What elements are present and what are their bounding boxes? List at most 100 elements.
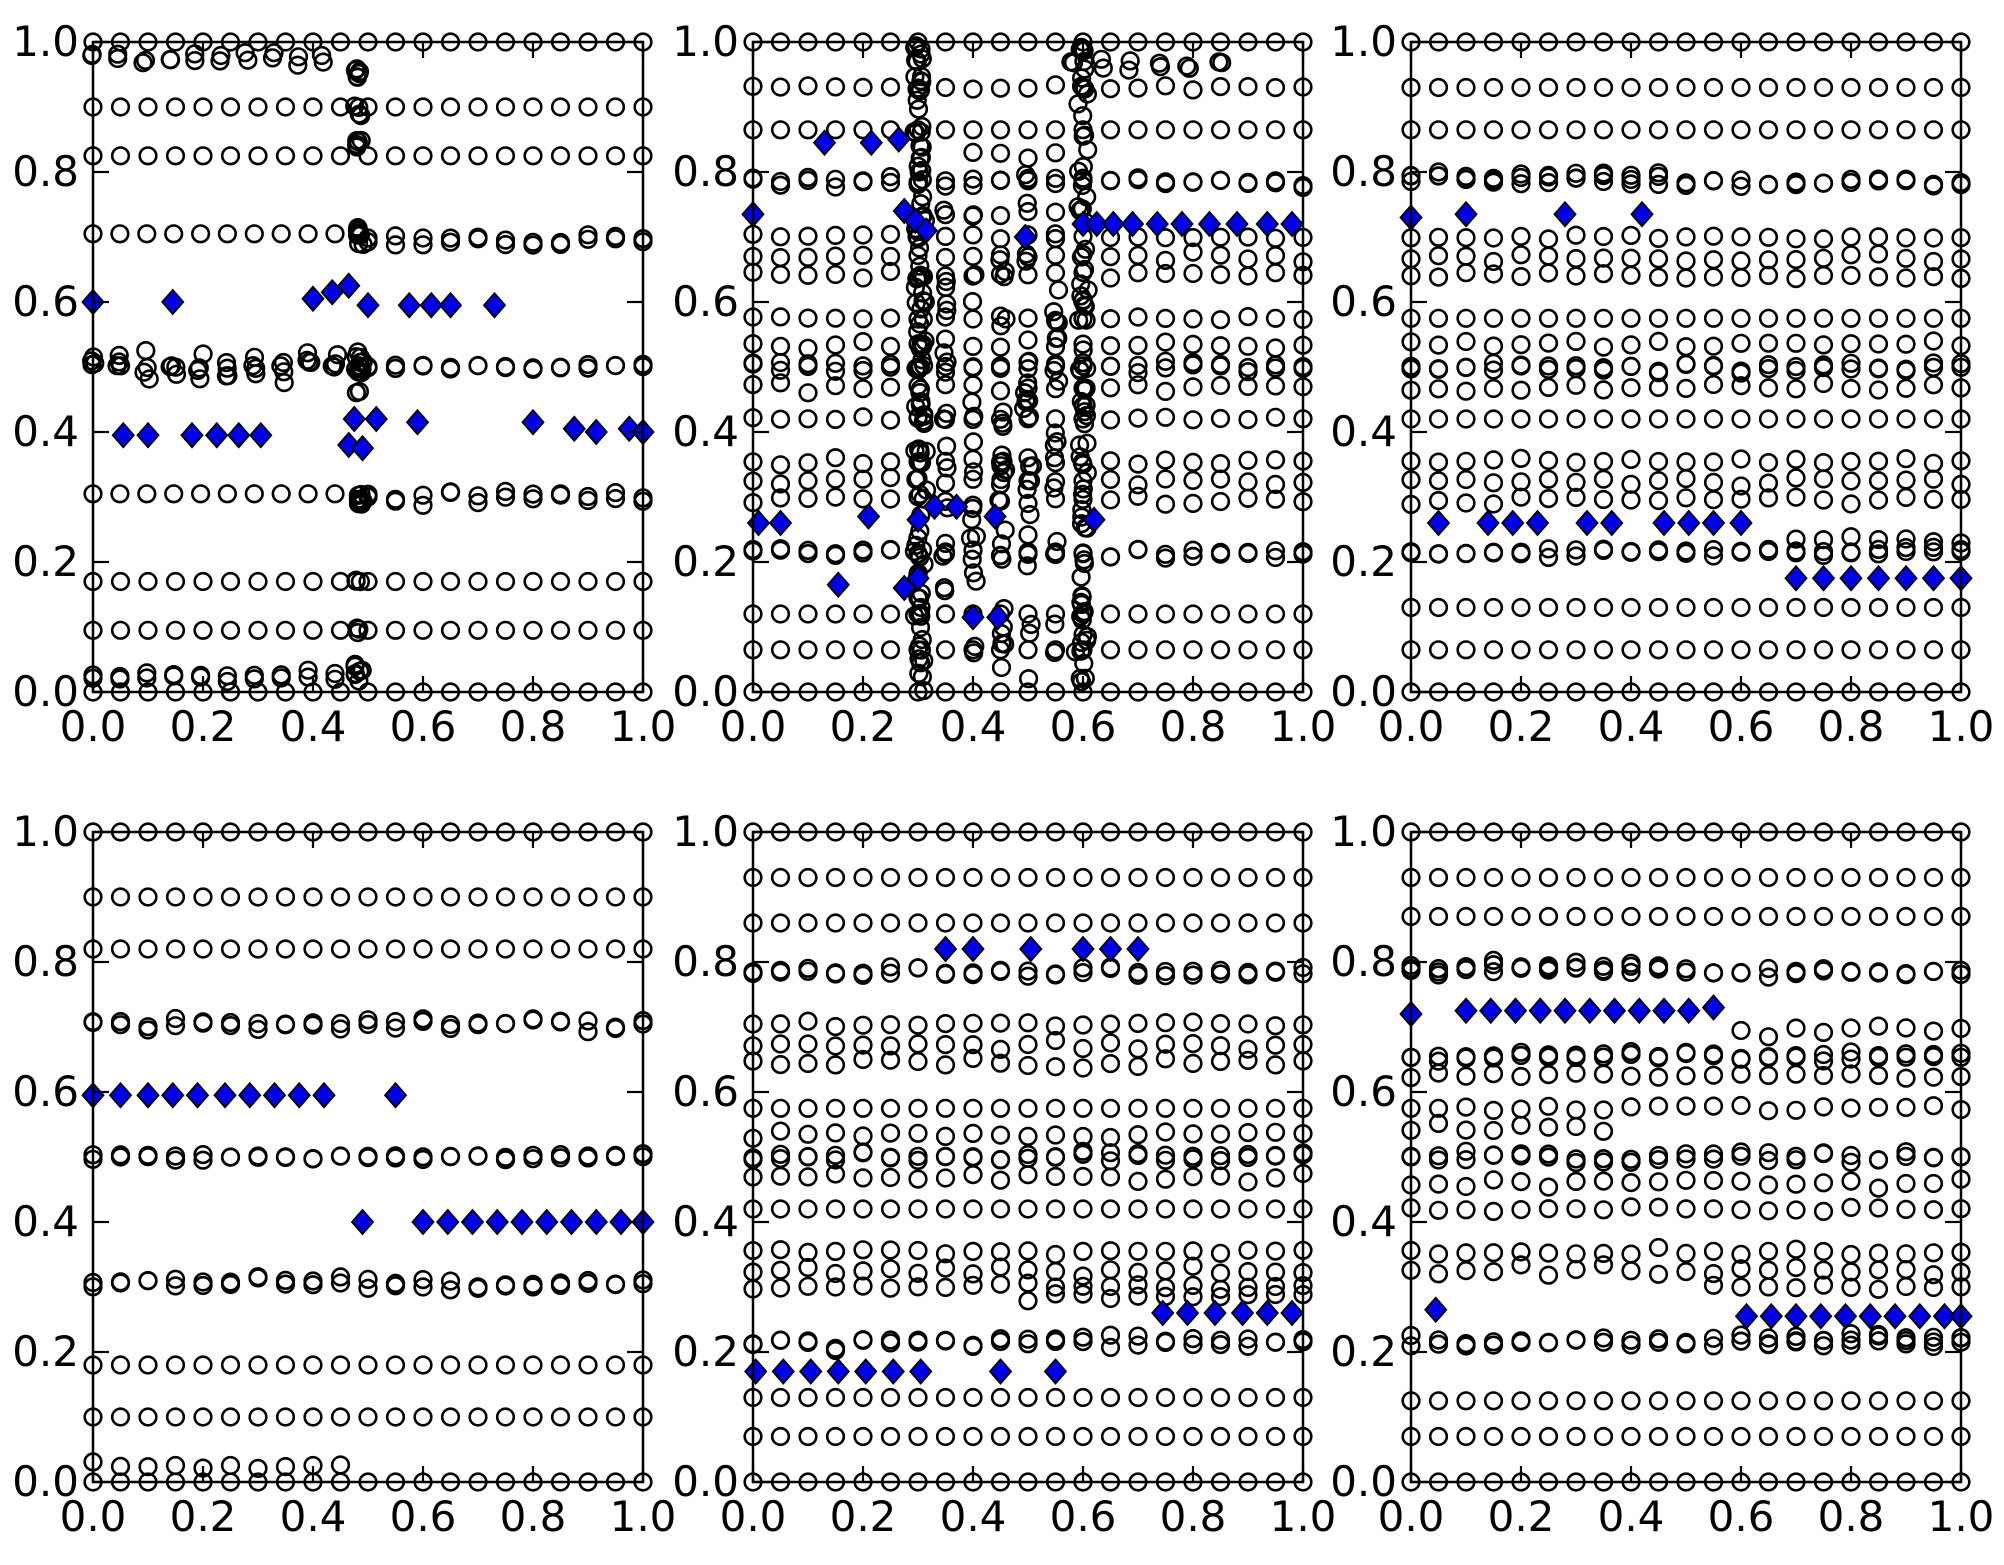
- y-tick-label: 0.6: [12, 1067, 79, 1116]
- y-tick-label: 0.4: [672, 407, 739, 456]
- x-tick-label: 1.0: [609, 702, 677, 751]
- x-tick-label: 0.8: [1159, 1492, 1227, 1541]
- x-tick-label: 0.0: [719, 1492, 787, 1541]
- subplot-top-right: 0.0 0.2 0.4 0.6 0.8 1.0 0.0 0.2 0.4 0.6 0.8 1.0: [1330, 21, 1994, 748]
- y-tick-label: 0.2: [672, 1327, 739, 1376]
- tick-marks: [1409, 830, 1963, 1484]
- x-tick-label: 0.0: [1377, 1492, 1445, 1541]
- y-tick-label: 0.6: [1330, 1067, 1397, 1116]
- axes-frame: [1409, 40, 1963, 694]
- y-tick-label: 1.0: [1330, 17, 1397, 66]
- circle-markers: [82, 32, 653, 702]
- y-tick-label: 0.2: [12, 1327, 79, 1376]
- scatter-canvas-5: [743, 822, 1313, 1492]
- scatter-canvas-1: [81, 32, 655, 702]
- y-tick-label: 0.0: [672, 667, 739, 716]
- x-tick-label: 0.6: [1707, 1492, 1775, 1541]
- y-tick-label: 0.4: [12, 1197, 79, 1246]
- y-tick-label: 0.0: [672, 1457, 739, 1506]
- y-tick-label: 0.6: [1330, 277, 1397, 326]
- tick-marks: [91, 830, 645, 1484]
- x-tick-label: 0.2: [829, 1492, 897, 1541]
- circle-markers: [743, 32, 1313, 702]
- circle-markers: [743, 822, 1313, 1492]
- x-tick-label: 0.0: [1377, 702, 1445, 751]
- diamond-markers: [1399, 200, 1973, 592]
- y-tick-label: 0.0: [12, 667, 79, 716]
- x-tick-label: 0.0: [59, 702, 127, 751]
- tick-marks: [1409, 40, 1963, 694]
- x-tick-label: 1.0: [1269, 702, 1337, 751]
- scatter-canvas-2: [741, 32, 1313, 702]
- scatter-canvas-4: [81, 822, 655, 1492]
- y-tick-label: 0.8: [1330, 937, 1397, 986]
- subplot-bottom-left: 0.0 0.2 0.4 0.6 0.8 1.0 0.0 0.2 0.4 0.6 0.8 1.0: [12, 811, 676, 1538]
- diamond-markers: [741, 126, 1304, 631]
- x-tick-label: 1.0: [1269, 1492, 1337, 1541]
- y-tick-label: 0.8: [1330, 147, 1397, 196]
- x-tick-label: 0.8: [1159, 702, 1227, 751]
- tick-marks: [751, 830, 1305, 1484]
- x-tick-label: 0.6: [389, 1492, 457, 1541]
- x-tick-label: 0.4: [279, 1492, 347, 1541]
- y-tick-label: 0.2: [1330, 537, 1397, 586]
- y-tick-label: 0.6: [12, 277, 79, 326]
- diamond-markers: [744, 935, 1304, 1385]
- diamond-markers: [81, 272, 655, 462]
- y-tick-label: 1.0: [1330, 807, 1397, 856]
- y-tick-label: 0.8: [12, 147, 79, 196]
- axes-frame: [91, 830, 645, 1484]
- y-tick-label: 0.6: [672, 1067, 739, 1116]
- x-tick-label: 0.8: [1817, 1492, 1885, 1541]
- x-tick-label: 0.0: [59, 1492, 127, 1541]
- axes-frame: [1409, 830, 1963, 1484]
- scatter-canvas-6: [1399, 822, 1973, 1492]
- y-tick-label: 0.2: [1330, 1327, 1397, 1376]
- x-tick-label: 0.4: [1597, 1492, 1665, 1541]
- x-tick-label: 0.2: [829, 702, 897, 751]
- subplot-bottom-middle: 0.0 0.2 0.4 0.6 0.8 1.0 0.0 0.2 0.4 0.6 0.8 1.0: [672, 811, 1336, 1538]
- x-tick-label: 0.8: [1817, 702, 1885, 751]
- x-tick-label: 0.8: [499, 702, 567, 751]
- x-tick-label: 0.2: [1487, 1492, 1555, 1541]
- y-tick-label: 0.4: [672, 1197, 739, 1246]
- x-tick-label: 0.4: [1597, 702, 1665, 751]
- x-tick-label: 0.8: [499, 1492, 567, 1541]
- x-tick-label: 0.4: [279, 702, 347, 751]
- axes-frame: [751, 40, 1305, 694]
- x-tick-label: 0.0: [719, 702, 787, 751]
- y-tick-label: 1.0: [672, 807, 739, 856]
- y-tick-label: 0.8: [672, 147, 739, 196]
- y-tick-label: 0.0: [1330, 667, 1397, 716]
- subplot-bottom-right: 0.0 0.2 0.4 0.6 0.8 1.0 0.0 0.2 0.4 0.6 0.8 1.0: [1330, 811, 1994, 1538]
- x-tick-label: 0.4: [939, 702, 1007, 751]
- x-tick-label: 0.2: [1487, 702, 1555, 751]
- y-tick-label: 0.6: [672, 277, 739, 326]
- x-tick-label: 1.0: [1927, 702, 1995, 751]
- axes-frame: [91, 40, 645, 694]
- y-tick-label: 0.4: [1330, 407, 1397, 456]
- x-tick-label: 0.6: [1049, 1492, 1117, 1541]
- y-tick-label: 0.2: [12, 537, 79, 586]
- circle-markers: [83, 822, 653, 1492]
- y-tick-label: 1.0: [12, 17, 79, 66]
- x-tick-label: 1.0: [609, 1492, 677, 1541]
- y-tick-label: 0.4: [12, 407, 79, 456]
- subplot-top-left: 0.0 0.2 0.4 0.6 0.8 1.0 0.0 0.2 0.4 0.6 0.8 1.0: [12, 21, 676, 748]
- y-tick-label: 1.0: [12, 807, 79, 856]
- y-tick-label: 1.0: [672, 17, 739, 66]
- y-tick-label: 0.8: [672, 937, 739, 986]
- diamond-markers: [1399, 994, 1973, 1330]
- axes-frame: [751, 830, 1305, 1484]
- x-tick-label: 0.6: [1707, 702, 1775, 751]
- circle-markers: [1401, 822, 1971, 1492]
- scatter-canvas-3: [1399, 32, 1973, 702]
- y-tick-label: 0.8: [12, 937, 79, 986]
- y-tick-label: 0.0: [12, 1457, 79, 1506]
- y-tick-label: 0.4: [1330, 1197, 1397, 1246]
- x-tick-label: 0.2: [169, 1492, 237, 1541]
- x-tick-label: 0.4: [939, 1492, 1007, 1541]
- circle-markers: [1401, 32, 1971, 702]
- x-tick-label: 1.0: [1927, 1492, 1995, 1541]
- y-tick-label: 0.0: [1330, 1457, 1397, 1506]
